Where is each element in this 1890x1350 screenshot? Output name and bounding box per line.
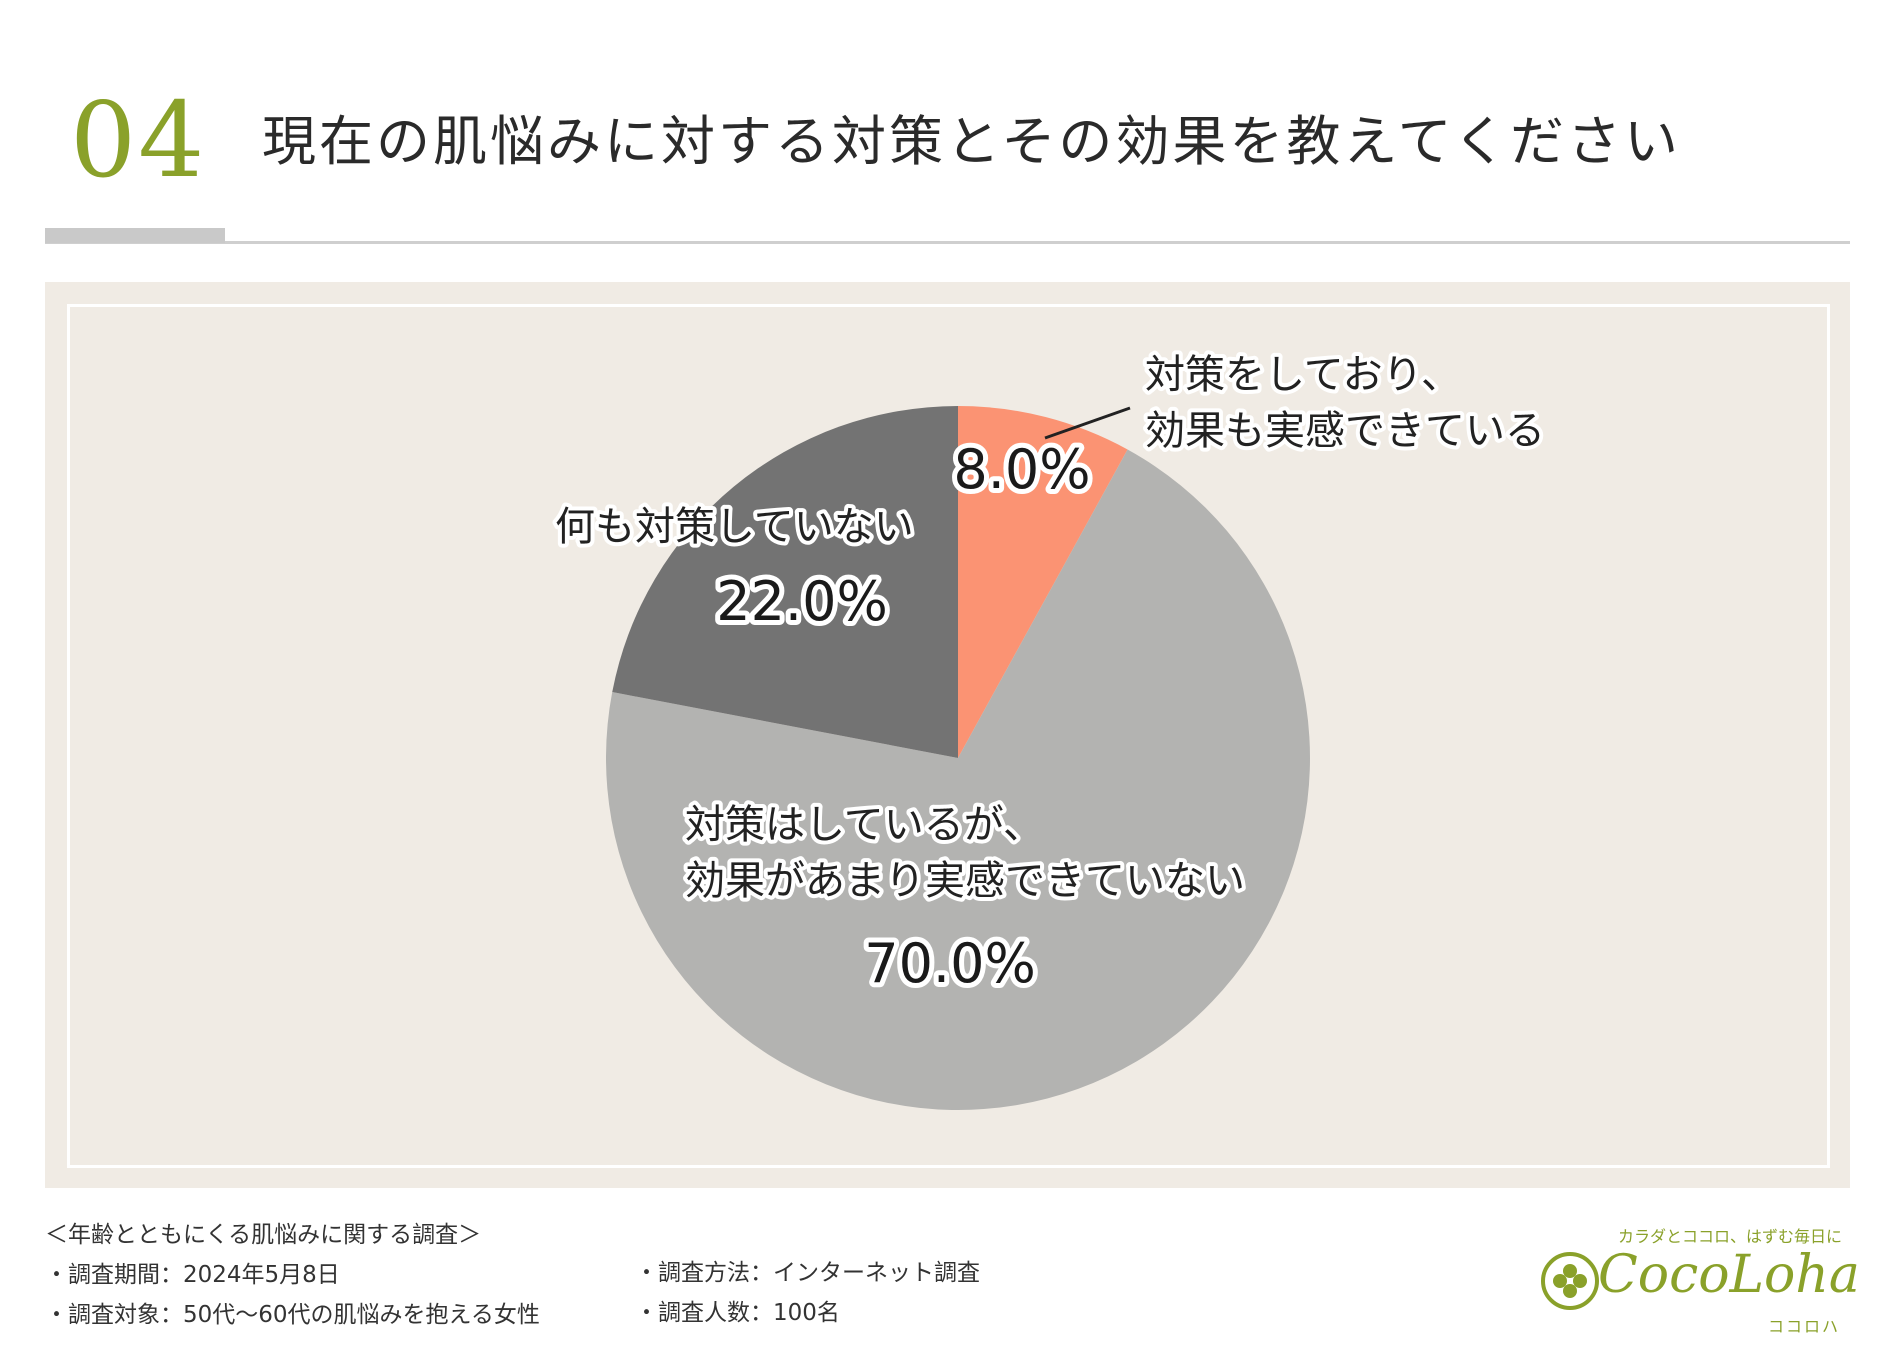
logo-sub: ココロハ [1767, 1317, 1840, 1336]
survey-title: ＜年齢とともにくる肌悩みに関する調査＞ [45, 1222, 482, 1248]
survey-count: ・調査人数：100名 [635, 1300, 840, 1326]
question-number: 04 [70, 79, 207, 201]
survey-period: ・調査期間：2024年5月8日 [45, 1262, 340, 1288]
slice-label-not-effective: 対策はしているが、 [685, 802, 1043, 848]
pie-slice-none [612, 406, 958, 758]
cocoloha-logo: カラダとココロ、はずむ毎日に CocoLoha ココロハ [1540, 1223, 1860, 1336]
survey-target: ・調査対象：50代〜60代の肌悩みを抱える女性 [45, 1302, 540, 1328]
page-title: 現在の肌悩みに対する対策とその効果を教えてください [262, 110, 1682, 173]
pie-slice-not-effective [605, 449, 1310, 1111]
slice-label-effective: 効果も実感できている [1145, 408, 1545, 454]
clover-icon [1541, 1252, 1599, 1310]
leader-line [1044, 406, 1131, 440]
slice-value-effective: 8.0% [953, 438, 1090, 501]
slice-value-none: 22.0% [716, 570, 888, 633]
survey-method: ・調査方法：インターネット調査 [635, 1260, 980, 1286]
logo-tagline: カラダとココロ、はずむ毎日に [1617, 1227, 1842, 1246]
slice-label-not-effective: 効果があまり実感できていない [685, 858, 1245, 904]
survey-notes: ＜年齢とともにくる肌悩みに関する調査＞ ・調査期間：2024年5月8日 ・調査対… [45, 1215, 540, 1335]
divider [45, 241, 1850, 244]
divider-accent [45, 228, 225, 243]
slice-label-none: 何も対策していない [555, 504, 914, 550]
survey-notes-col2: ・調査方法：インターネット調査 ・調査人数：100名 [635, 1253, 980, 1333]
slice-label-effective: 対策をしており、 [1145, 352, 1461, 398]
pie-slice-effective [958, 406, 1128, 758]
slice-value-not-effective: 70.0% [864, 932, 1036, 995]
chart-panel-border [67, 304, 1830, 1168]
logo-brand: CocoLoha [1598, 1245, 1860, 1305]
